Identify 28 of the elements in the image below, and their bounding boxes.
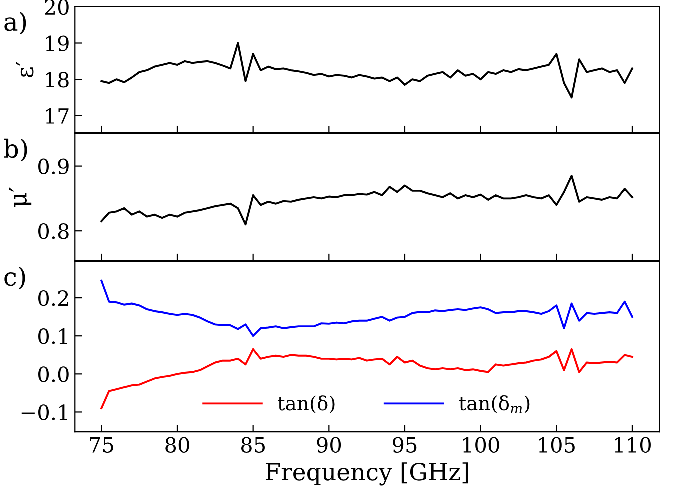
y-axis-title: ε′ <box>16 62 34 78</box>
x-tick-label: 105 <box>539 437 575 454</box>
text: c) <box>4 266 26 290</box>
y-tick-label: −0.1 <box>22 404 68 420</box>
text: a) <box>4 12 26 35</box>
x-tick-label: 95 <box>393 437 417 454</box>
text: b) <box>4 138 28 162</box>
x-tick-label: 85 <box>241 437 265 454</box>
y-axis-title: μ′ <box>9 188 32 207</box>
y-tick-label: 0.2 <box>38 290 68 306</box>
x-tick-label: 75 <box>90 438 114 454</box>
y-tick-label: 0.8 <box>38 224 69 240</box>
x-tick-label: 110 <box>615 437 651 454</box>
x-axis-title: Frequency [GHz] <box>266 462 468 486</box>
line-series <box>100 280 634 338</box>
x-tick-label: 90 <box>317 437 342 454</box>
line-series <box>100 42 634 99</box>
legend-label: tan(δ) <box>278 396 335 414</box>
y-tick-label: 0.1 <box>38 328 68 344</box>
y-tick-label: 18 <box>46 72 69 88</box>
y-tick-label: 0.9 <box>38 158 69 175</box>
legend-label: tan(δ$_{m}$) <box>459 396 530 414</box>
x-tick-label: 100 <box>463 437 500 454</box>
y-tick-label: 19 <box>46 36 69 52</box>
x-tick-label: 80 <box>166 437 190 454</box>
line-series <box>100 175 634 226</box>
y-tick-label: 0.0 <box>38 366 69 382</box>
y-tick-label: 17 <box>46 108 69 124</box>
